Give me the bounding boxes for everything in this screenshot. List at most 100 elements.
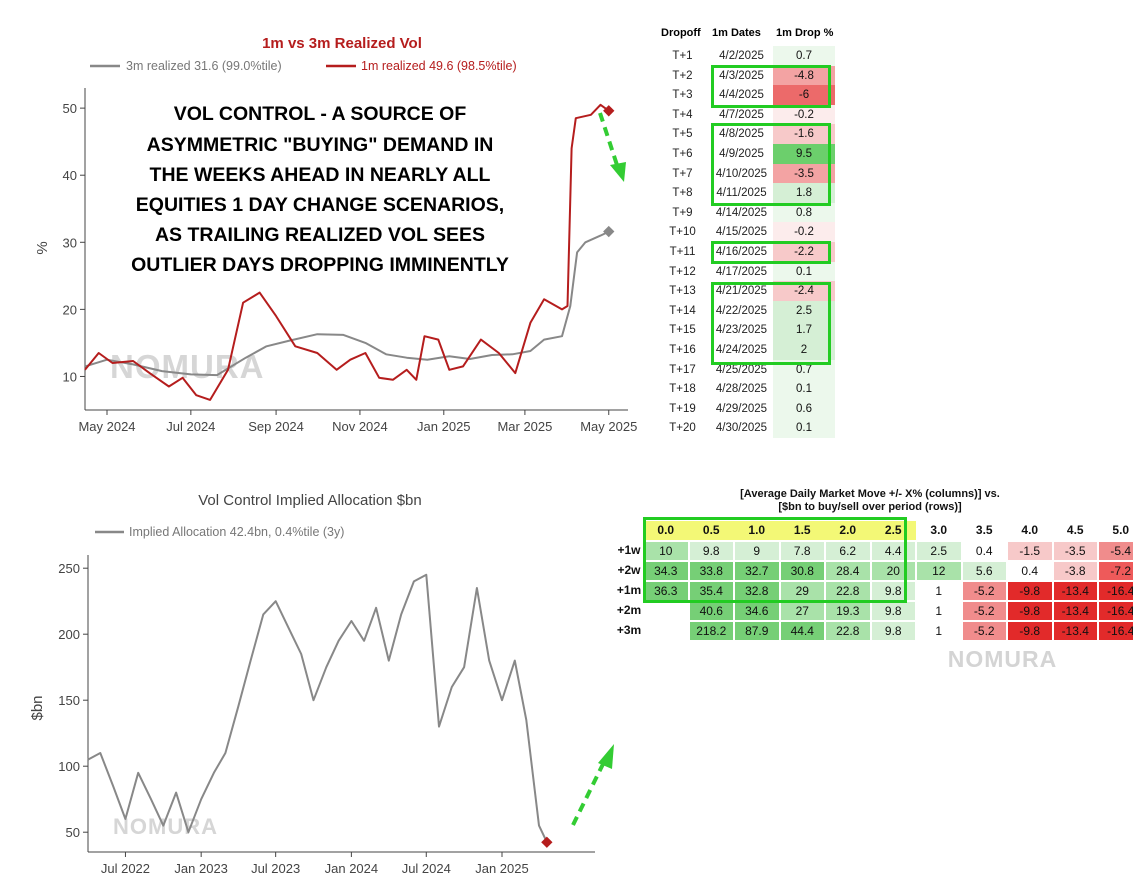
table-cell: -3.8 xyxy=(1053,562,1097,580)
row-date: 4/29/2025 xyxy=(715,402,768,415)
row-date: 4/24/2025 xyxy=(715,344,768,356)
column-header: 2.0 xyxy=(825,521,871,540)
row-value: 9.5 xyxy=(773,144,835,164)
y-tick-label: 100 xyxy=(58,759,80,774)
table-subtitle: [$bn to buy/sell over period (rows)] xyxy=(778,501,962,513)
row-value: -2.4 xyxy=(773,281,835,302)
highlight-box xyxy=(711,123,831,206)
table-cell: -3.5 xyxy=(1053,542,1097,560)
column-header: 1.5 xyxy=(779,521,825,540)
up-arrow-head xyxy=(598,744,614,769)
row-value: 0.1 xyxy=(773,418,835,439)
row-date: 4/8/2025 xyxy=(719,128,764,141)
row-date: 4/14/2025 xyxy=(715,206,768,219)
table-row: T+19 4/29/2025 0.6 xyxy=(655,398,845,419)
table-row: T+13 4/21/2025 -2.4 xyxy=(655,281,845,302)
row-label: T+19 xyxy=(669,402,696,415)
annotation-line-3: THE WEEKS AHEAD IN NEARLY ALL xyxy=(150,164,491,186)
table-cell: -9.8 xyxy=(1008,622,1052,640)
column-header: 5.0 xyxy=(1098,521,1133,540)
highlight-box xyxy=(711,65,831,108)
table-cell: 30.8 xyxy=(780,562,824,580)
column-header: 0.0 xyxy=(643,521,689,540)
implied-allocation-chart: Vol Control Implied Allocation $bn Impli… xyxy=(0,455,650,890)
row-date: 4/15/2025 xyxy=(715,226,768,239)
row-value: 1.7 xyxy=(773,320,835,341)
series-line-0 xyxy=(84,230,610,377)
row-value: -3.5 xyxy=(773,163,835,184)
legend: 3m realized 31.6 (99.0%tile) 1m realized… xyxy=(90,59,517,73)
table-cell: 32.8 xyxy=(735,582,779,600)
table-title: [Average Daily Market Move +/- X% (colum… xyxy=(740,488,1000,500)
row-label: T+15 xyxy=(669,324,696,337)
row-label: T+2 xyxy=(672,69,693,82)
annotation-line-2: ASYMMETRIC "BUYING" DEMAND IN xyxy=(147,134,494,156)
y-tick-label: 150 xyxy=(58,693,80,708)
series-end-marker xyxy=(541,836,553,848)
y-axis-label: $bn xyxy=(29,695,46,720)
row-label: T+8 xyxy=(672,187,693,200)
table-cell: 2.5 xyxy=(917,542,961,560)
table-cell: -9.8 xyxy=(1008,582,1052,600)
table-cell: -5.2 xyxy=(962,622,1006,640)
y-tick-label: 50 xyxy=(63,101,77,116)
table-row: T+10 4/15/2025 -0.2 xyxy=(655,222,845,243)
row-value: 2.5 xyxy=(773,300,835,321)
table-cell: 35.4 xyxy=(689,582,733,600)
y-axis-label: % xyxy=(34,241,51,254)
row-date: 4/3/2025 xyxy=(719,69,764,82)
table-cell: -1.5 xyxy=(1008,542,1052,560)
x-tick-label: Jul 2024 xyxy=(166,419,215,434)
row-date: 4/4/2025 xyxy=(719,89,764,102)
table-cell: -7.2 xyxy=(1099,562,1133,580)
table-cell: 1 xyxy=(917,622,961,640)
row-date: 4/30/2025 xyxy=(715,422,768,435)
row-value: -1.6 xyxy=(773,124,835,145)
legend-label-3m: 3m realized 31.6 (99.0%tile) xyxy=(126,59,282,73)
col-header-drop: 1m Drop % xyxy=(776,27,834,39)
row-date: 4/25/2025 xyxy=(715,363,768,376)
row-date: 4/7/2025 xyxy=(719,108,764,121)
x-tick-label: Sep 2024 xyxy=(248,419,304,434)
annotation-line-6: OUTLIER DAYS DROPPING IMMINENTLY xyxy=(131,254,509,276)
table-row: T+6 4/9/2025 9.5 xyxy=(655,144,845,164)
y-tick-label: 30 xyxy=(63,235,77,250)
table-cell: 29 xyxy=(780,582,824,600)
row-label: T+16 xyxy=(669,344,696,356)
table-cell: 9.8 xyxy=(871,602,915,620)
row-label: T+20 xyxy=(669,422,696,435)
x-tick-label: Jan 2024 xyxy=(325,861,379,876)
legend-label: Implied Allocation 42.4bn, 0.4%tile (3y) xyxy=(129,525,344,539)
row-label: T+12 xyxy=(669,265,696,278)
chart-title: 1m vs 3m Realized Vol xyxy=(262,35,422,52)
row-date: 4/22/2025 xyxy=(715,304,768,317)
row-value: 2 xyxy=(773,340,835,360)
column-header: 1.0 xyxy=(734,521,780,540)
watermark-bottom: NOMURA xyxy=(113,814,218,839)
row-date: 4/11/2025 xyxy=(716,187,767,200)
table-cell: 10 xyxy=(644,542,688,560)
table-cell: -13.4 xyxy=(1053,602,1097,620)
table-cell: 34.3 xyxy=(644,562,688,580)
table-cell: 9.8 xyxy=(689,542,733,560)
row-date: 4/10/2025 xyxy=(715,167,768,180)
row-label: +2m xyxy=(616,603,642,617)
table-cell: 1 xyxy=(917,602,961,620)
table-cell: 9 xyxy=(735,542,779,560)
table-row: T+20 4/30/2025 0.1 xyxy=(655,418,845,439)
row-label: T+3 xyxy=(672,89,693,102)
down-arrow-head xyxy=(610,162,626,182)
row-value: 0.6 xyxy=(773,398,835,419)
table-cell: -5.4 xyxy=(1099,542,1133,560)
table-cell: -16.4 xyxy=(1099,622,1133,640)
x-tick-label: Jan 2025 xyxy=(475,861,529,876)
row-date: 4/2/2025 xyxy=(719,50,764,62)
table-row: T+15 4/23/2025 1.7 xyxy=(655,320,845,341)
x-tick-label: Mar 2025 xyxy=(497,419,552,434)
y-tick-label: 250 xyxy=(58,561,80,576)
table-cell xyxy=(644,622,688,640)
table-row: T+8 4/11/2025 1.8 xyxy=(655,183,845,204)
table-cell: 33.8 xyxy=(689,562,733,580)
table-cell: 7.8 xyxy=(780,542,824,560)
y-tick-label: 50 xyxy=(66,825,80,840)
